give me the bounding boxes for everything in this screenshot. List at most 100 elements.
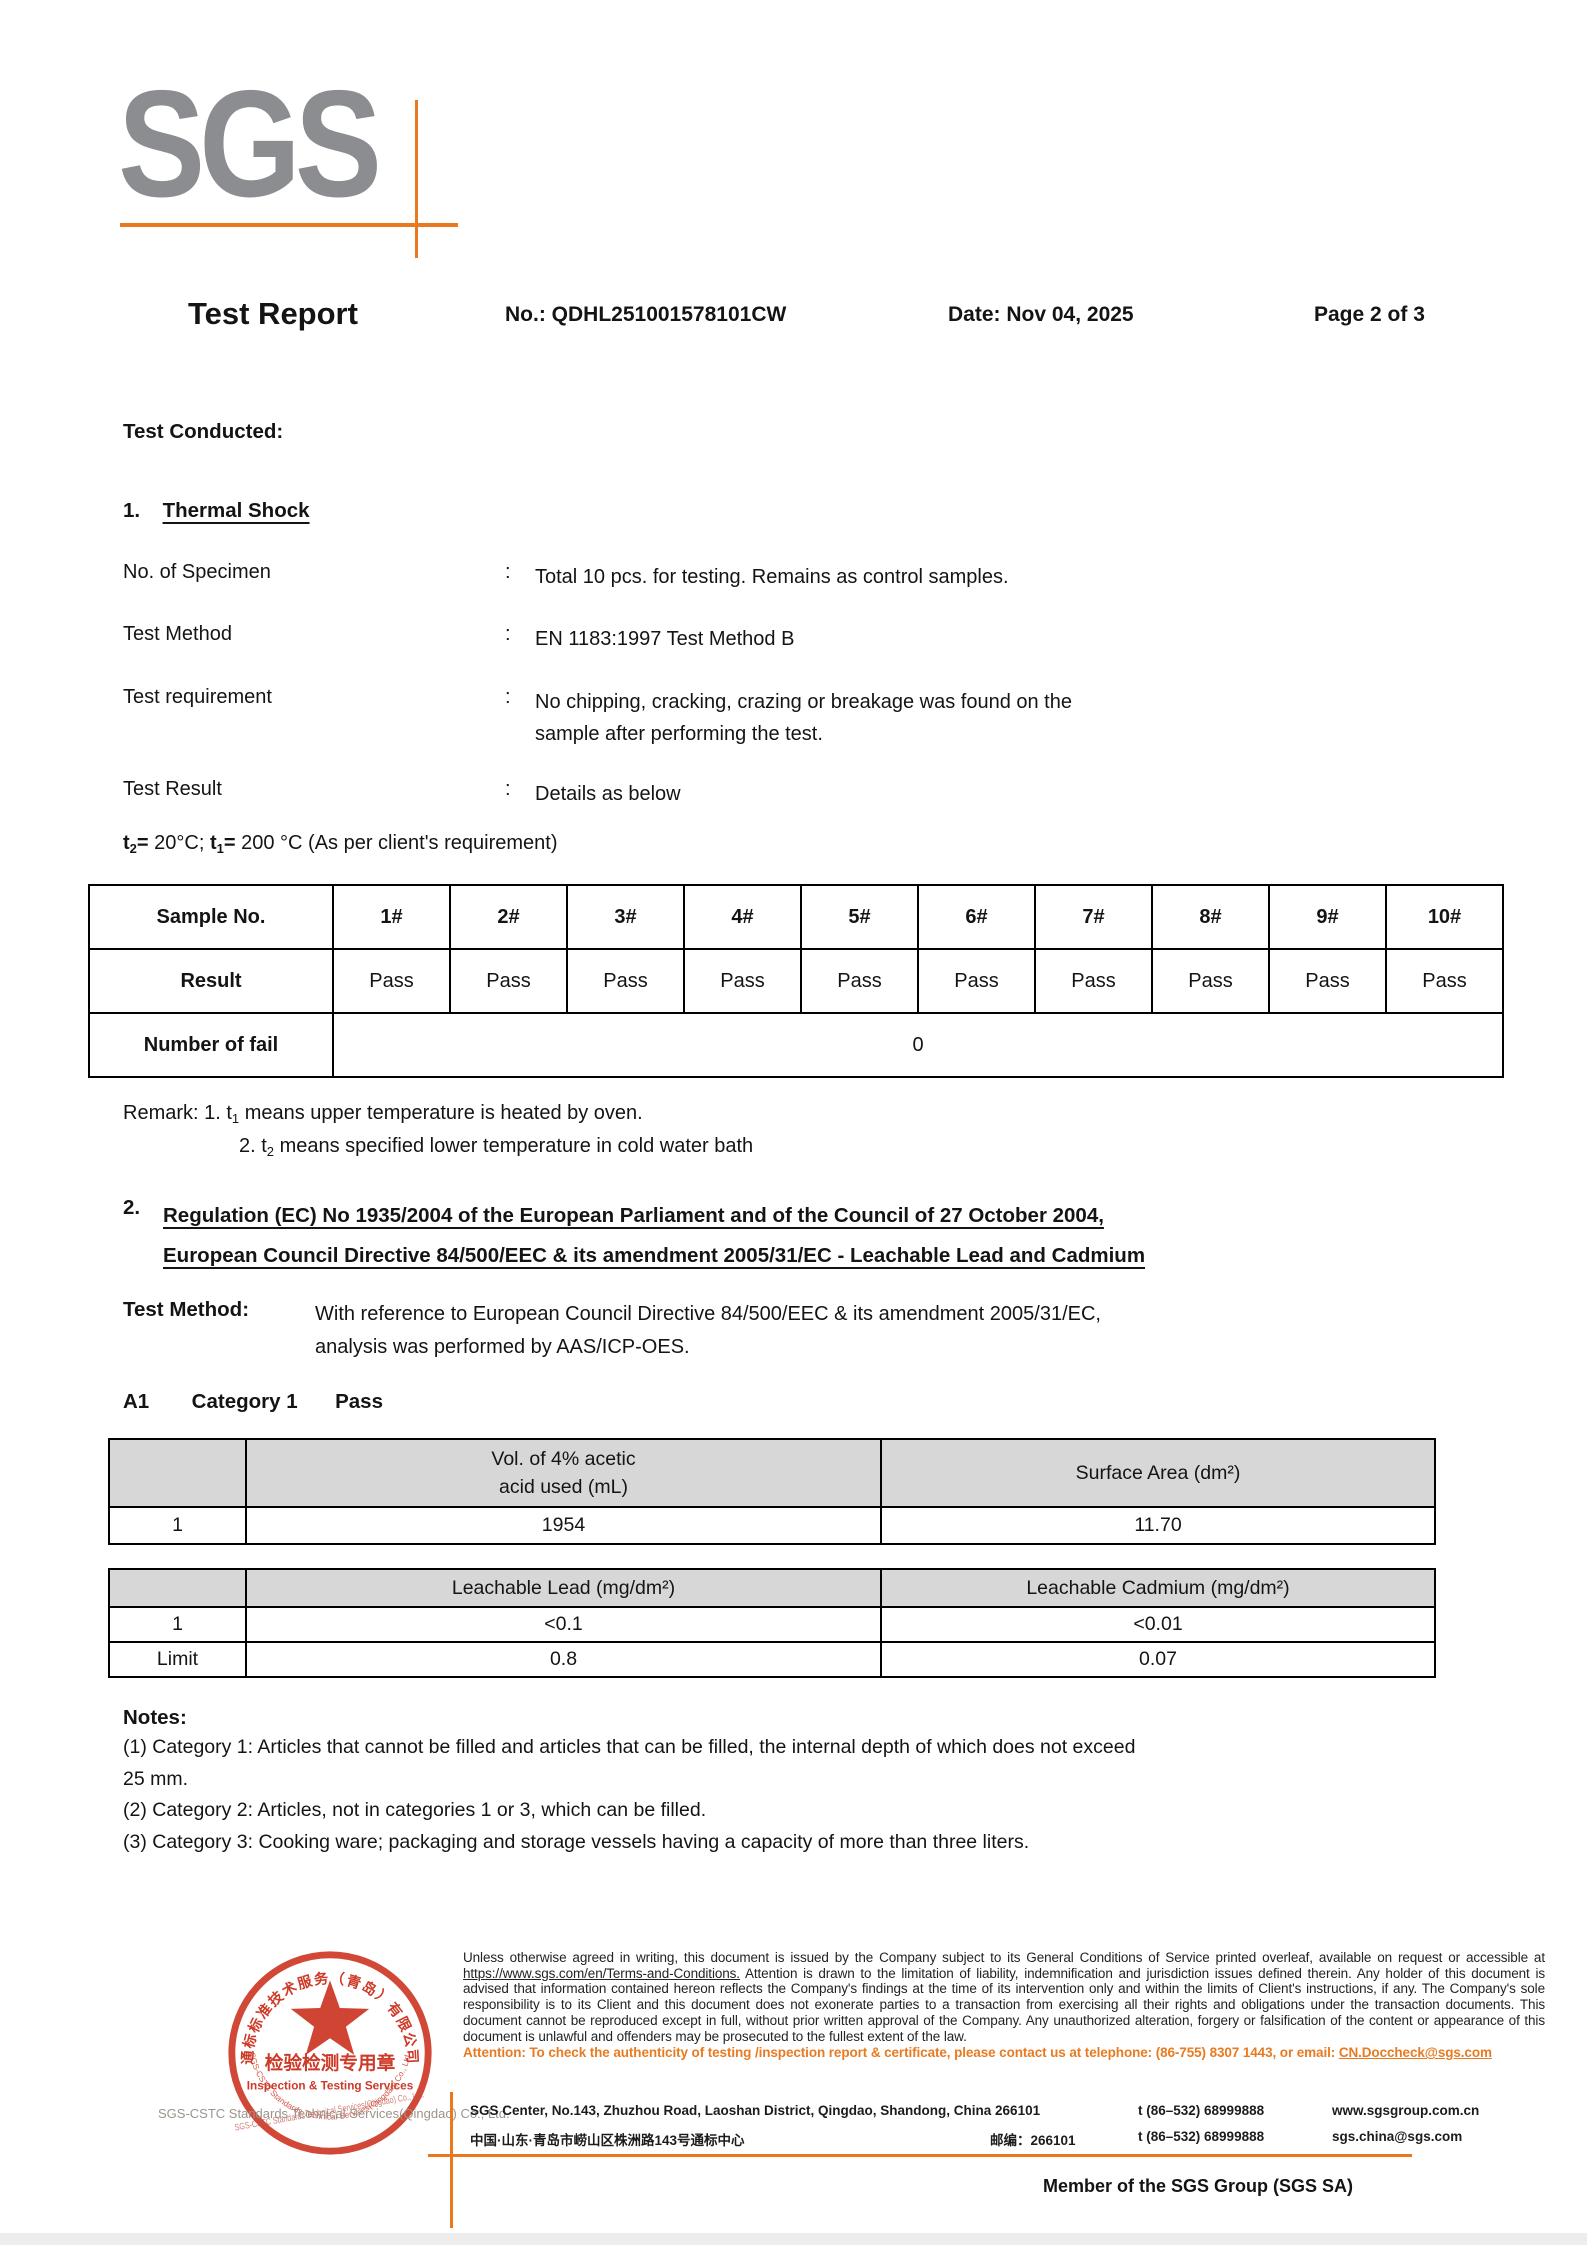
t1-equals: =: [223, 832, 236, 854]
address-row-cn: 中国·山东·青岛市崂山区株洲路143号通标中心 邮编：266101 t (86–…: [470, 2129, 1550, 2155]
stamp-center-en: Inspection & Testing Services: [247, 2079, 414, 2092]
test-result-label: Test Result: [123, 778, 222, 800]
table-row: 1 <0.1 <0.01: [108, 1606, 1436, 1643]
section2-method-label: Test Method:: [123, 1298, 250, 1321]
t2-subscript: 2: [129, 841, 137, 856]
empty-header-cell: [108, 1568, 247, 1608]
surface-area-cell: 11.70: [880, 1506, 1436, 1545]
temperature-conditions: t2= 20°C; t1= 200 °C (As per client's re…: [123, 832, 558, 855]
acid-volume-header: Vol. of 4% acetic acid used (mL): [245, 1438, 882, 1508]
cadmium-result-cell: <0.01: [880, 1606, 1436, 1643]
leachable-lead-header: Leachable Lead (mg/dm²): [245, 1568, 882, 1608]
stamp-center-cn: 检验检测专用章: [265, 2053, 396, 2074]
address-block: SGS Center, No.143, Zhuzhou Road, Laosha…: [470, 2103, 1550, 2155]
sample-col-header: 10#: [1385, 884, 1504, 950]
stamp-seal-icon: 通标标准技术服务（青岛）有限公司 检验检测专用章 Inspection & Te…: [221, 1937, 432, 2155]
test-method-value: EN 1183:1997 Test Method B: [535, 628, 795, 650]
logo-horizontal-line: [120, 223, 458, 227]
note-1: (1) Category 1: Articles that cannot be …: [123, 1736, 1136, 1790]
result-cell: Pass: [566, 948, 685, 1014]
fail-count-cell: 0: [332, 1012, 1504, 1078]
sample-col-header: 6#: [917, 884, 1036, 950]
result-cell: Pass: [449, 948, 568, 1014]
acid-volume-cell: 1954: [245, 1506, 882, 1545]
section1-title: Thermal Shock: [162, 499, 310, 522]
table-row: Limit 0.8 0.07: [108, 1641, 1436, 1678]
phone-en: t (86–532) 68999888: [1138, 2103, 1265, 2118]
section2-heading: 2. Regulation (EC) No 1935/2004 of the E…: [123, 1196, 1483, 1276]
result-row-header: Result: [88, 948, 334, 1014]
website: www.sgsgroup.com.cn: [1332, 2103, 1480, 2118]
row-index-cell: 1: [108, 1506, 247, 1545]
result-cell: Pass: [1385, 948, 1504, 1014]
email: sgs.china@sgs.com: [1332, 2129, 1463, 2144]
t1-symbol: t: [209, 832, 217, 854]
report-number: No.: QDHL251001578101CW: [505, 303, 786, 327]
attention-note: Attention: To check the authenticity of …: [463, 2045, 1492, 2061]
test-requirement-value: No chipping, cracking, crazing or breaka…: [535, 691, 1072, 745]
test-result-value: Details as below: [535, 783, 681, 805]
legal-disclaimer: Unless otherwise agreed in writing, this…: [463, 1950, 1545, 2061]
test-method-label: Test Method: [123, 623, 232, 645]
test-result-row: Test Result : Details as below: [123, 778, 1463, 808]
specimen-colon: :: [505, 561, 511, 583]
sample-col-header: 2#: [449, 884, 568, 950]
t1-value: 200 °C (As per client's requirement): [235, 832, 558, 854]
page-bottom-edge: [0, 2233, 1587, 2245]
test-requirement-colon: :: [505, 686, 511, 708]
phone-cn: t (86–532) 68999888: [1138, 2129, 1265, 2144]
address-row-en: SGS Center, No.143, Zhuzhou Road, Laosha…: [470, 2103, 1550, 2129]
test-conducted-heading: Test Conducted:: [123, 420, 284, 443]
a1-verdict: Pass: [335, 1390, 383, 1413]
table-row: Number of fail 0: [88, 1012, 1504, 1078]
a1-code: A1: [123, 1390, 150, 1413]
terms-link[interactable]: https://www.sgs.com/en/Terms-and-Conditi…: [463, 1965, 740, 1981]
table-header-row: Leachable Lead (mg/dm²) Leachable Cadmiu…: [108, 1568, 1436, 1608]
doccheck-email-link[interactable]: CN.Doccheck@sgs.com: [1338, 2045, 1492, 2061]
note-3: (3) Category 3: Cooking ware; packaging …: [123, 1830, 1030, 1853]
test-requirement-row: Test requirement : No chipping, cracking…: [123, 686, 1463, 750]
table-header-row: Vol. of 4% acetic acid used (mL) Surface…: [108, 1438, 1436, 1508]
sample-col-header: 8#: [1151, 884, 1270, 950]
lead-limit-cell: 0.8: [245, 1641, 882, 1678]
section2-test-method: Test Method: With reference to European …: [123, 1298, 1463, 1364]
company-name-gray: SGS-CSTC Standards Technical Services(Qi…: [158, 2106, 510, 2121]
test-result-colon: :: [505, 778, 511, 800]
sample-col-header: 5#: [800, 884, 919, 950]
report-date: Date: Nov 04, 2025: [948, 303, 1134, 327]
page-indicator: Page 2 of 3: [1314, 303, 1425, 326]
section2-number: 2.: [123, 1196, 141, 1219]
result-cell: Pass: [800, 948, 919, 1014]
t2-symbol: t: [123, 832, 130, 854]
section2-title-line2: European Council Directive 84/500/EEC & …: [163, 1244, 1146, 1267]
result-cell: Pass: [332, 948, 451, 1014]
remark-line-1: Remark: 1. t1 means upper temperature is…: [123, 1102, 643, 1126]
sgs-member-line: Member of the SGS Group (SGS SA): [1043, 2176, 1354, 2196]
leachable-cadmium-header: Leachable Cadmium (mg/dm²): [880, 1568, 1436, 1608]
sample-col-header: 7#: [1034, 884, 1153, 950]
notes-title: Notes:: [123, 1706, 187, 1729]
fail-row-header: Number of fail: [88, 1012, 334, 1078]
company-stamp: 通标标准技术服务（青岛）有限公司 检验检测专用章 Inspection & Te…: [221, 1937, 438, 2161]
sgs-logo-text: SGS: [118, 59, 382, 229]
row-index-cell: 1: [108, 1606, 247, 1643]
report-number-value: QDHL251001578101CW: [551, 303, 787, 326]
table-row: 1 1954 11.70: [108, 1506, 1436, 1545]
t2-value: 20°C;: [148, 832, 210, 854]
sgs-logo: SGS: [118, 68, 478, 268]
limit-label-cell: Limit: [108, 1641, 247, 1678]
notes-section: Notes: (1) Category 1: Articles that can…: [123, 1706, 1468, 1858]
result-cell: Pass: [917, 948, 1036, 1014]
report-date-label: Date:: [948, 303, 1001, 326]
result-cell: Pass: [1151, 948, 1270, 1014]
result-cell: Pass: [1034, 948, 1153, 1014]
test-requirement-label: Test requirement: [123, 686, 272, 708]
section2-method-value: With reference to European Council Direc…: [315, 1303, 1101, 1358]
lead-result-cell: <0.1: [245, 1606, 882, 1643]
thermal-shock-result-table: Sample No. 1# 2# 3# 4# 5# 6# 7# 8# 9# 10…: [88, 884, 1504, 1078]
section1-heading: 1. Thermal Shock: [123, 499, 310, 523]
sample-col-header: 3#: [566, 884, 685, 950]
cadmium-limit-cell: 0.07: [880, 1641, 1436, 1678]
leachable-table: Leachable Lead (mg/dm²) Leachable Cadmiu…: [108, 1568, 1436, 1678]
